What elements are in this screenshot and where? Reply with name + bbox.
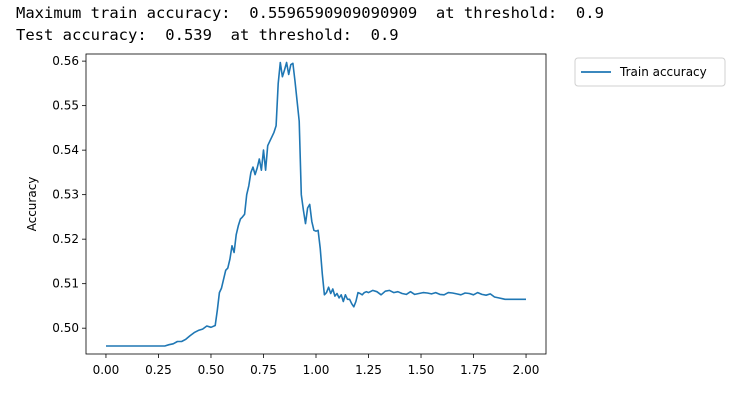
max-train-accuracy-output: Maximum train accuracy: 0.55965909090909… bbox=[16, 4, 604, 22]
y-tick-label: 0.55 bbox=[52, 99, 79, 113]
y-tick-label: 0.52 bbox=[52, 232, 79, 246]
x-tick-label: 1.25 bbox=[355, 363, 382, 377]
ticks-layer: 0.00 0.25 0.50 0.75 1.00 1.25 1.50 1.75 2.00 0.50… bbox=[52, 54, 539, 377]
y-tick-label: 0.53 bbox=[52, 188, 79, 202]
y-tick-label: 0.50 bbox=[52, 321, 79, 335]
plot-frame bbox=[85, 53, 547, 355]
x-tick-label: 1.75 bbox=[460, 363, 487, 377]
legend-box bbox=[574, 57, 726, 87]
x-tick-label: 1.50 bbox=[408, 363, 435, 377]
x-tick-label: 0.75 bbox=[250, 363, 277, 377]
y-tick-label: 0.56 bbox=[52, 54, 79, 68]
series-layer bbox=[106, 61, 526, 347]
x-tick-label: 0.25 bbox=[145, 363, 172, 377]
x-tick-label: 0.00 bbox=[93, 363, 120, 377]
x-tick-label: 2.00 bbox=[513, 363, 540, 377]
y-tick-label: 0.51 bbox=[52, 277, 79, 291]
y-axis-label: Accuracy bbox=[25, 177, 39, 232]
test-accuracy-output: Test accuracy: 0.539 at threshold: 0.9 bbox=[16, 26, 399, 44]
legend: Train accuracy bbox=[574, 57, 726, 87]
legend-label-train-accuracy: Train accuracy bbox=[619, 65, 707, 79]
x-tick-label: 0.50 bbox=[198, 363, 225, 377]
x-tick-label: 1.00 bbox=[303, 363, 330, 377]
series-line-train-accuracy bbox=[106, 61, 526, 347]
y-tick-label: 0.54 bbox=[52, 143, 79, 157]
